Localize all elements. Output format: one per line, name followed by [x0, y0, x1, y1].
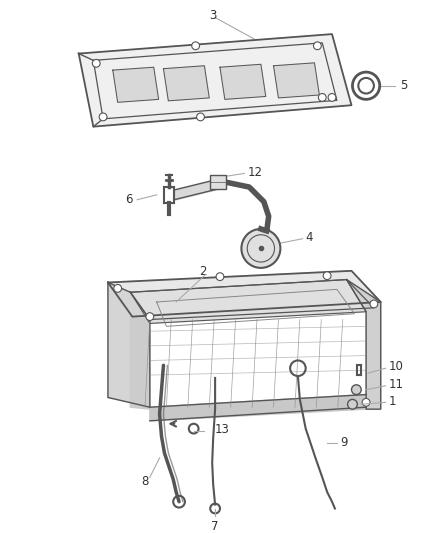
Circle shape [323, 272, 331, 280]
Text: 1: 1 [389, 395, 396, 408]
Text: 6: 6 [125, 193, 132, 206]
Text: 10: 10 [389, 360, 403, 373]
Circle shape [197, 113, 205, 121]
Polygon shape [108, 282, 150, 407]
Circle shape [358, 78, 374, 93]
Circle shape [99, 113, 107, 121]
Circle shape [348, 399, 357, 409]
Polygon shape [108, 271, 381, 317]
Polygon shape [150, 394, 366, 421]
Circle shape [146, 313, 154, 320]
Circle shape [216, 273, 224, 280]
Text: 4: 4 [306, 231, 313, 244]
Text: 3: 3 [209, 9, 217, 22]
Text: 2: 2 [199, 265, 206, 278]
Text: 12: 12 [247, 166, 262, 179]
Text: 5: 5 [400, 79, 408, 92]
Text: 7: 7 [212, 520, 219, 533]
Circle shape [92, 59, 100, 67]
Text: 9: 9 [340, 436, 347, 449]
Polygon shape [131, 317, 150, 409]
Circle shape [362, 399, 370, 406]
Circle shape [314, 42, 321, 50]
Polygon shape [131, 280, 366, 324]
Polygon shape [220, 64, 266, 99]
Circle shape [114, 285, 122, 292]
Text: 13: 13 [215, 423, 230, 436]
Polygon shape [163, 66, 209, 101]
Circle shape [189, 424, 198, 433]
Polygon shape [274, 63, 319, 98]
Text: 8: 8 [141, 475, 148, 488]
Circle shape [351, 385, 361, 394]
Circle shape [370, 300, 378, 308]
Circle shape [192, 42, 200, 50]
Text: 11: 11 [389, 378, 403, 391]
Circle shape [328, 93, 336, 101]
Circle shape [241, 229, 280, 268]
Circle shape [318, 93, 326, 101]
Polygon shape [113, 67, 159, 102]
Polygon shape [346, 280, 381, 409]
Bar [210, 175, 226, 189]
Circle shape [353, 72, 380, 99]
Polygon shape [79, 34, 351, 127]
